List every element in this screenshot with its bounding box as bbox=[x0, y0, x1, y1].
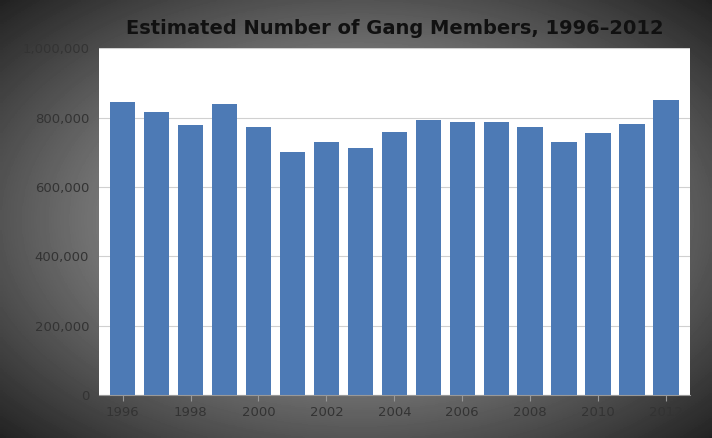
Bar bbox=[416, 120, 441, 395]
Bar bbox=[246, 127, 271, 395]
Bar bbox=[314, 141, 339, 395]
Bar bbox=[518, 127, 543, 395]
Bar bbox=[382, 131, 407, 395]
Bar bbox=[110, 102, 135, 395]
Bar bbox=[449, 122, 475, 395]
Title: Estimated Number of Gang Members, 1996–2012: Estimated Number of Gang Members, 1996–2… bbox=[125, 19, 663, 39]
Bar bbox=[144, 112, 169, 395]
Bar bbox=[280, 152, 305, 395]
Bar bbox=[211, 104, 237, 395]
Bar bbox=[619, 124, 645, 395]
Bar bbox=[347, 148, 373, 395]
Bar bbox=[483, 122, 509, 395]
Bar bbox=[552, 141, 577, 395]
Bar bbox=[178, 124, 204, 395]
Bar bbox=[585, 133, 611, 395]
Bar bbox=[654, 100, 679, 395]
